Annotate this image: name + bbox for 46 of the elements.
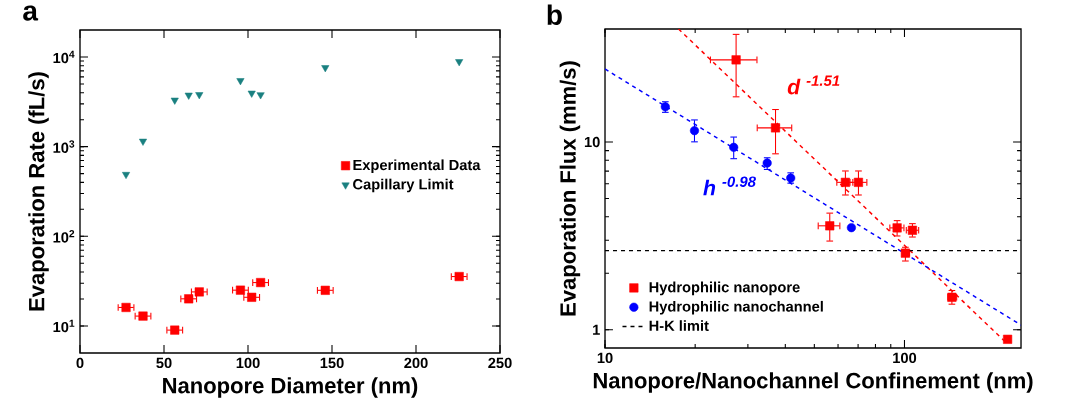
- point: [138, 311, 148, 321]
- point: [320, 285, 330, 295]
- point: [184, 92, 193, 100]
- point: [170, 325, 180, 335]
- x-tick-label: 150: [320, 357, 344, 369]
- point: [256, 92, 265, 100]
- point: [247, 90, 256, 98]
- point: [194, 287, 204, 297]
- x-axis-title: Nanopore Diameter (nm): [163, 377, 418, 398]
- legend-label: Hydrophilic nanochannel: [649, 300, 823, 315]
- point: [170, 97, 179, 105]
- y-tick-label: 10$^{4}$: [53, 50, 75, 64]
- legend-label: Capillary Limit: [353, 178, 454, 193]
- x-tick-label: 0: [76, 357, 84, 369]
- y-tick-label: 1: [593, 324, 600, 335]
- point: [235, 285, 245, 295]
- x-tick-label: 10: [597, 352, 613, 364]
- y-axis-title: Evaporation Flux (mm/s): [559, 61, 581, 316]
- x-tick-label: 50: [156, 357, 172, 369]
- chart-title: a: [23, 5, 39, 21]
- y-tick-label: 10$^{3}$: [53, 140, 75, 153]
- point: [236, 78, 245, 86]
- point: [122, 172, 130, 179]
- x-axis-title: Nanopore/Nanochannel Confinement (nm): [593, 372, 1033, 393]
- legend-label: H-K limit: [649, 320, 709, 331]
- point: [455, 59, 464, 67]
- series-label: d $^{-1.51}$: [787, 75, 840, 95]
- point: [256, 278, 266, 288]
- legend-label: Experimental Data: [353, 159, 481, 174]
- point: [321, 65, 330, 73]
- series-label: h $^{-0.98}$: [703, 176, 756, 196]
- y-tick-label: 10$^{1}$: [53, 319, 75, 333]
- y-tick-label: 10$^{2}$: [53, 230, 75, 243]
- chart-title: b: [547, 4, 562, 25]
- point: [454, 272, 464, 282]
- point: [121, 302, 131, 312]
- legend-label: Hydrophilic nanopore: [649, 281, 800, 296]
- x-tick-label: 200: [404, 357, 428, 369]
- point: [184, 294, 194, 304]
- x-tick-label: 100: [893, 352, 917, 364]
- point: [195, 92, 204, 100]
- y-axis-title: Evaporation Rate (fL/s): [28, 72, 49, 311]
- point: [247, 292, 257, 302]
- x-tick-label: 250: [488, 357, 512, 369]
- x-tick-label: 100: [236, 357, 260, 369]
- point: [139, 138, 147, 146]
